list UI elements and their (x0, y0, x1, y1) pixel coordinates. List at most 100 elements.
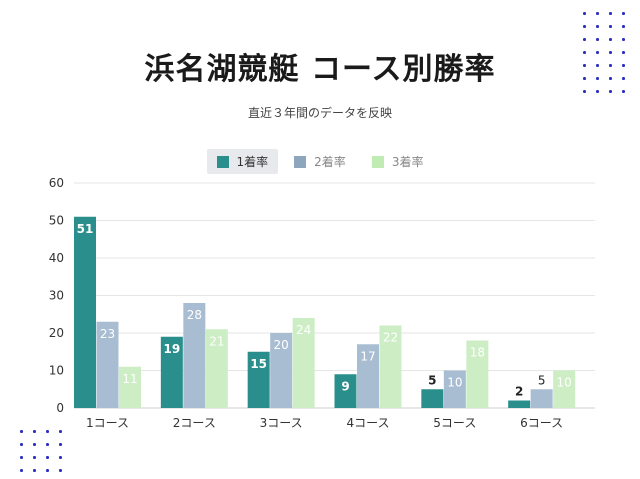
bar-2 (357, 344, 379, 408)
bar-data-label: 18 (470, 346, 485, 360)
decorative-dot (46, 469, 49, 472)
bar-data-label: 21 (209, 334, 224, 348)
decorative-dot (596, 38, 599, 41)
decorative-dot (33, 430, 36, 433)
bar-1 (74, 216, 96, 408)
bar-data-label: 5 (428, 373, 436, 387)
decorative-dot (46, 430, 49, 433)
y-tick-label: 40 (49, 251, 64, 265)
legend-item-series-1[interactable]: 1着率 (206, 149, 279, 174)
decorative-dot (583, 38, 586, 41)
bar-2 (96, 321, 119, 408)
bar-data-label: 5 (538, 373, 546, 387)
legend-swatch-1 (216, 155, 229, 168)
bar-data-label: 10 (447, 376, 462, 390)
decorative-dot (596, 77, 599, 80)
decorative-dot (609, 77, 612, 80)
decorative-dot (609, 64, 612, 67)
decorative-dot (33, 456, 36, 459)
decorative-dot (59, 469, 62, 472)
decorative-dot (622, 77, 625, 80)
legend-label-1: 1着率 (236, 155, 269, 169)
decorative-dot (46, 456, 49, 459)
decorative-dot (583, 64, 586, 67)
page-title: 浜名湖競艇 コース別勝率 (144, 52, 496, 87)
bar-2 (183, 303, 206, 408)
bar-1 (421, 389, 444, 408)
bar-3 (119, 366, 141, 408)
page-subtitle: 直近３年間のデータを反映 (247, 106, 392, 120)
bar-3 (292, 318, 315, 408)
x-tick-label: 4コース (346, 416, 389, 430)
bar-data-label: 23 (100, 327, 115, 341)
bar-2 (530, 389, 553, 408)
legend: 1着率 2着率 3着率 (0, 149, 640, 174)
bar-data-label: 19 (163, 342, 180, 356)
bar-2 (443, 370, 466, 408)
y-tick-label: 50 (49, 214, 64, 228)
y-tick-label: 60 (49, 176, 64, 190)
legend-item-series-3[interactable]: 3着率 (362, 149, 434, 174)
x-tick-label: 1コース (86, 416, 129, 430)
bar-3 (379, 325, 402, 408)
decorative-dot (622, 90, 625, 93)
bar-data-label: 28 (187, 308, 202, 322)
bar-1 (247, 351, 270, 408)
bar-data-label: 10 (557, 376, 572, 390)
x-tick-label: 3コース (260, 416, 303, 430)
bar-data-label: 20 (274, 338, 289, 352)
decorative-dot (596, 90, 599, 93)
bar-data-label: 22 (383, 331, 398, 345)
decorative-dot (33, 443, 36, 446)
y-tick-label: 20 (49, 326, 64, 340)
decorative-dot (59, 456, 62, 459)
bar-1 (334, 374, 357, 408)
decorative-dot (596, 12, 599, 15)
decorative-dot (609, 38, 612, 41)
legend-swatch-3 (371, 155, 384, 168)
decorative-dot (622, 51, 625, 54)
legend-item-series-2[interactable]: 2着率 (284, 149, 356, 174)
decorative-dot (609, 12, 612, 15)
decorative-dot (46, 443, 49, 446)
decorative-dot (583, 77, 586, 80)
legend-swatch-2 (294, 155, 307, 168)
y-tick-label: 10 (49, 364, 64, 378)
decorative-dot (622, 25, 625, 28)
decorative-dot (596, 25, 599, 28)
decorative-dot (59, 430, 62, 433)
decorative-dot (583, 25, 586, 28)
decorative-dot (20, 443, 23, 446)
x-tick-label: 2コース (173, 416, 216, 430)
decorative-dot (609, 25, 612, 28)
decorative-dot (609, 51, 612, 54)
decorative-dot (20, 469, 23, 472)
decorative-dot (622, 38, 625, 41)
bar-2 (270, 333, 293, 408)
bar-data-label: 51 (77, 222, 94, 236)
bar-data-label: 17 (360, 349, 375, 363)
decorative-dot (59, 443, 62, 446)
x-tick-label: 5コース (433, 416, 476, 430)
bar-data-label: 11 (122, 372, 137, 386)
decorative-dot (622, 64, 625, 67)
y-tick-label: 0 (56, 401, 64, 415)
decorative-dot (20, 456, 23, 459)
bar-3 (553, 370, 576, 408)
x-tick-label: 6コース (520, 416, 563, 430)
legend-label-3: 3着率 (391, 155, 424, 169)
decorative-dot (583, 12, 586, 15)
decorative-dot (596, 51, 599, 54)
bar-data-label: 15 (250, 357, 267, 371)
bar-data-label: 2 (515, 385, 523, 399)
bar-1 (508, 400, 531, 408)
bar-1 (160, 336, 183, 408)
decorative-dot (622, 12, 625, 15)
decorative-dot (583, 51, 586, 54)
decorative-dot (583, 90, 586, 93)
bar-3 (205, 329, 228, 408)
bar-data-label: 24 (296, 323, 311, 337)
decorative-dot (596, 64, 599, 67)
decorative-dot (609, 90, 612, 93)
